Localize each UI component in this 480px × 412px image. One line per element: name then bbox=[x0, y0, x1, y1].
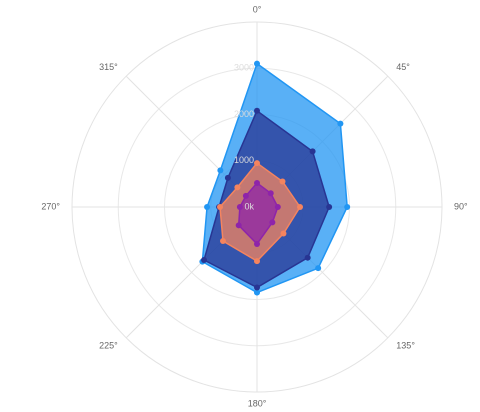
point bbox=[304, 254, 311, 261]
point bbox=[236, 204, 243, 210]
point bbox=[326, 204, 333, 210]
angle-label: 0° bbox=[253, 4, 262, 14]
point bbox=[279, 178, 286, 185]
point bbox=[297, 204, 304, 210]
point bbox=[217, 167, 224, 174]
angle-label: 45° bbox=[396, 62, 410, 72]
point bbox=[274, 204, 281, 210]
point bbox=[254, 60, 260, 67]
point bbox=[309, 148, 316, 155]
angle-label: 135° bbox=[396, 341, 415, 351]
angle-label: 315° bbox=[99, 62, 118, 72]
point bbox=[201, 256, 208, 263]
angle-label: 90° bbox=[454, 201, 468, 211]
point bbox=[217, 204, 223, 210]
point bbox=[219, 238, 226, 245]
point bbox=[337, 120, 344, 127]
point bbox=[204, 204, 211, 210]
point bbox=[254, 241, 260, 247]
r-tick-label: 3000 bbox=[234, 63, 254, 73]
point bbox=[280, 230, 287, 237]
angle-label: 225° bbox=[99, 341, 118, 351]
point bbox=[254, 284, 260, 291]
r-tick-label: 0k bbox=[244, 201, 254, 211]
angle-label: 180° bbox=[248, 398, 267, 408]
point bbox=[254, 107, 260, 114]
point bbox=[242, 192, 249, 199]
point bbox=[254, 160, 260, 167]
point bbox=[344, 204, 351, 210]
angle-label: 270° bbox=[41, 201, 60, 211]
r-tick-label: 1000 bbox=[234, 155, 254, 165]
point bbox=[267, 190, 274, 197]
point bbox=[224, 174, 231, 181]
point bbox=[234, 184, 241, 191]
point bbox=[254, 179, 260, 186]
point bbox=[254, 289, 260, 296]
point bbox=[254, 258, 260, 265]
point bbox=[315, 265, 322, 272]
r-tick-label: 2000 bbox=[234, 109, 254, 119]
point bbox=[235, 222, 242, 229]
point bbox=[269, 219, 276, 226]
